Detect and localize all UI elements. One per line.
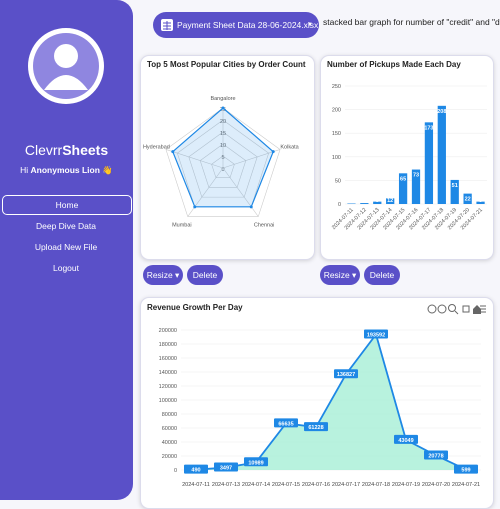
resize-button[interactable]: Resize ▾ xyxy=(320,265,360,285)
x-tick-label: 2024-07-20 xyxy=(422,482,450,488)
point-label: 3497 xyxy=(220,466,232,472)
radar-point xyxy=(250,205,253,208)
category-label: Kolkata xyxy=(280,144,299,150)
nav-home[interactable]: Home xyxy=(2,195,132,215)
y-tick-label: 120000 xyxy=(159,384,177,390)
category-label: Bangalore xyxy=(210,96,235,102)
x-tick-label: 2024-07-21 xyxy=(452,482,480,488)
nav-logout[interactable]: Logout xyxy=(2,259,130,277)
y-tick-label: 100000 xyxy=(159,398,177,404)
point-label: 66635 xyxy=(278,421,293,427)
delete-button[interactable]: Delete xyxy=(364,265,400,285)
file-name: Payment Sheet Data 28-06-2024.xlsx xyxy=(177,12,318,38)
x-tick-label: 2024-07-18 xyxy=(362,482,390,488)
y-tick-label: 140000 xyxy=(159,370,177,376)
point-label: 193592 xyxy=(367,332,385,338)
bar xyxy=(438,106,446,204)
y-tick-label: 200 xyxy=(332,108,341,114)
file-icon xyxy=(160,18,174,32)
y-tick-label: 0 xyxy=(338,202,341,208)
category-label: Mumbai xyxy=(172,223,192,229)
x-tick-label: 2024-07-17 xyxy=(332,482,360,488)
user-name: Anonymous Lion xyxy=(31,165,100,175)
radar-card: Top 5 Most Popular Cities by Order Count… xyxy=(140,55,315,260)
sidebar: ClevrrSheets Hi Anonymous Lion 👋 Home De… xyxy=(0,0,133,500)
dropdown-caret: ▼ xyxy=(307,12,313,38)
resize-label: Resize xyxy=(147,270,173,280)
resize-button[interactable]: Resize ▾ xyxy=(143,265,183,285)
y-tick-label: 200000 xyxy=(159,328,177,334)
x-tick-label: 2024-07-16 xyxy=(302,482,330,488)
file-select[interactable]: Payment Sheet Data 28-06-2024.xlsx ▼ xyxy=(153,12,319,38)
point-label: 599 xyxy=(461,468,470,474)
bar-label: 73 xyxy=(413,173,419,179)
point-label: 20778 xyxy=(428,453,443,459)
delete-button[interactable]: Delete xyxy=(187,265,223,285)
bar-label: 51 xyxy=(452,183,458,189)
bar-card: Number of Pickups Made Each Day 0 50 100 150… xyxy=(320,55,494,260)
prompt-text: stacked bar graph for number of "credit"… xyxy=(323,17,500,27)
category-label: Chennai xyxy=(254,223,274,229)
bar-label: 5 xyxy=(376,198,379,204)
x-tick-label: 2024-07-15 xyxy=(272,482,300,488)
wave: 👋 xyxy=(102,165,113,175)
radar-point xyxy=(272,150,275,153)
radar-point xyxy=(171,150,174,153)
bar-label: 173 xyxy=(424,125,433,131)
radar-area xyxy=(173,108,273,207)
chart-title: Top 5 Most Popular Cities by Order Count xyxy=(147,60,306,69)
chart-toolbar[interactable] xyxy=(427,303,487,315)
greeting-text: Hi xyxy=(20,165,28,175)
bar-label: 65 xyxy=(400,176,406,182)
bar xyxy=(425,122,433,204)
brand-bold: Sheets xyxy=(62,142,108,158)
brand: ClevrrSheets xyxy=(0,142,133,158)
y-tick-label: 100 xyxy=(332,155,341,161)
nav-deep-dive[interactable]: Deep Dive Data xyxy=(2,217,130,235)
y-tick-label: 180000 xyxy=(159,342,177,348)
bar-label: 2 xyxy=(363,198,366,204)
bar-label: 208 xyxy=(437,109,446,115)
avatar xyxy=(0,0,133,130)
x-tick-label: 2024-07-19 xyxy=(392,482,420,488)
bar-label: 12 xyxy=(387,198,393,204)
area-chart: Revenue Growth Per Day 0 20000 40000 60000 80… xyxy=(141,298,493,508)
x-tick-label: 2024-07-11 xyxy=(182,482,210,488)
brand-light: Clevrr xyxy=(25,142,62,158)
radar-chart: Top 5 Most Popular Cities by Order Count… xyxy=(141,56,314,259)
point-label: 10989 xyxy=(248,460,263,466)
radar-point xyxy=(222,107,225,110)
y-tick-label: 80000 xyxy=(162,412,177,418)
chart-title: Number of Pickups Made Each Day xyxy=(327,60,461,69)
y-tick-label: 150 xyxy=(332,131,341,137)
point-label: 136827 xyxy=(337,372,355,378)
point-label: 61228 xyxy=(308,425,323,431)
y-tick-label: 40000 xyxy=(162,440,177,446)
nav-upload[interactable]: Upload New File xyxy=(2,238,130,256)
y-tick-label: 250 xyxy=(332,84,341,90)
y-tick-label: 160000 xyxy=(159,356,177,362)
bar-chart: Number of Pickups Made Each Day 0 50 100 150… xyxy=(321,56,493,259)
area-card: Revenue Growth Per Day 0 20000 40000 60000 80… xyxy=(140,297,494,509)
y-tick-label: 60000 xyxy=(162,426,177,432)
category-label: Hyderabad xyxy=(143,144,170,150)
x-tick-label: 2024-07-13 xyxy=(212,482,240,488)
x-tick-label: 2024-07-14 xyxy=(242,482,270,488)
y-tick-label: 50 xyxy=(335,178,341,184)
y-tick-label: 20000 xyxy=(162,454,177,460)
resize-label: Resize xyxy=(324,270,350,280)
bar-label: 5 xyxy=(479,198,482,204)
y-tick-label: 0 xyxy=(174,468,177,474)
bar-label: 22 xyxy=(465,197,471,203)
point-label: 490 xyxy=(191,468,200,474)
chart-title: Revenue Growth Per Day xyxy=(147,303,243,312)
greeting: Hi Anonymous Lion 👋 xyxy=(0,165,133,176)
point-label: 43049 xyxy=(398,438,413,444)
bar-label: 1 xyxy=(350,198,353,204)
radar-point xyxy=(193,205,196,208)
